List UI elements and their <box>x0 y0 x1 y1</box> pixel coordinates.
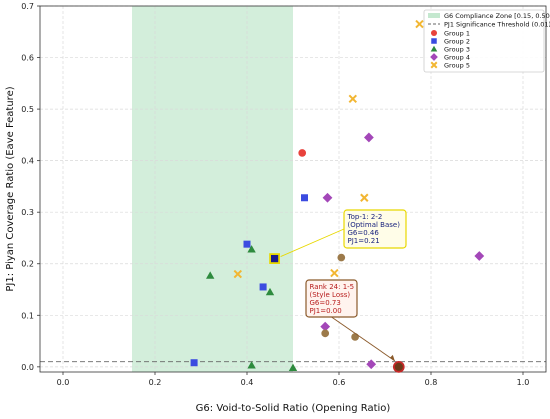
point-group-5 <box>415 19 424 29</box>
compliance-zone <box>132 6 293 372</box>
annotation-arrowhead <box>389 354 395 361</box>
y-tick-label: 0.1 <box>21 311 34 320</box>
y-tick-label: 0.7 <box>21 2 34 11</box>
y-tick-label: 0.4 <box>21 157 34 166</box>
annotation-line: G6=0.73 <box>310 299 341 307</box>
legend: G6 Compliance Zone [0.15, 0.50] PJ1 Sign… <box>423 9 550 73</box>
legend-label-group-5: Group 5 <box>444 62 470 70</box>
y-tick-label: 0.0 <box>21 363 34 372</box>
point-group-3 <box>206 271 215 279</box>
y-axis-label: PJ1: Piyan Coverage Ratio (Eave Feature) <box>5 86 16 291</box>
legend-marker-group-3 <box>430 45 438 52</box>
point-group-2 <box>190 359 198 367</box>
point-group-1 <box>298 149 307 157</box>
point-group-2 <box>301 194 308 202</box>
annotation-line: G6=0.46 <box>348 229 380 237</box>
point-group-2 <box>243 240 251 248</box>
legend-marker-group-2 <box>431 38 437 44</box>
x-tick-label: 0.4 <box>241 378 254 387</box>
legend-label-group-2: Group 2 <box>444 38 470 46</box>
point-group-5 <box>330 268 339 278</box>
highlight-point <box>269 253 281 264</box>
legend-marker-group-4 <box>430 53 438 61</box>
annotation-arrow <box>331 316 396 362</box>
highlight-point <box>392 360 405 373</box>
x-tick-label: 0.2 <box>149 378 162 387</box>
legend-box <box>423 9 545 73</box>
point-group-2 <box>259 283 267 291</box>
point-group-4 <box>322 192 333 203</box>
annotation-box <box>305 279 358 318</box>
legend-marker-group-1 <box>430 29 438 37</box>
legend-label-group-3: Group 3 <box>444 46 470 54</box>
annotation-line: Top-1: 2-2 <box>347 213 383 221</box>
point-group-3 <box>247 361 256 369</box>
annotation-line: PJ1=0.00 <box>310 307 342 315</box>
y-tick-label: 0.6 <box>21 54 34 63</box>
legend-marker-group-5 <box>430 61 438 69</box>
legend-threshold-label: PJ1 Significance Threshold (0.01) <box>444 21 550 29</box>
x-tick-label: 0.8 <box>425 378 438 387</box>
annotation-box <box>343 209 407 249</box>
legend-zone-label: G6 Compliance Zone [0.15, 0.50] <box>444 12 550 20</box>
point-group-4 <box>474 251 485 261</box>
x-axis-label: G6: Void-to-Solid Ratio (Opening Ratio) <box>196 403 391 414</box>
annotation-line: Rank 24: 1-5 <box>310 283 355 291</box>
point-other <box>337 253 346 262</box>
y-tick-label: 0.2 <box>21 260 34 269</box>
point-other <box>321 329 330 338</box>
y-axis-ticks: 0.0 0.1 0.2 0.3 0.4 0.5 0.6 0.7 <box>21 2 40 372</box>
annotation-line: PJ1=0.21 <box>348 237 380 245</box>
point-group-4 <box>320 321 331 332</box>
plot-frame <box>39 5 547 373</box>
x-axis-ticks: 0.0 0.2 0.4 0.6 0.8 1.0 <box>57 372 530 387</box>
data-points <box>190 19 485 373</box>
point-group-3 <box>247 245 256 253</box>
annotation-arrow <box>280 228 345 258</box>
point-group-5 <box>360 193 369 202</box>
point-group-5 <box>348 94 358 103</box>
y-tick-label: 0.3 <box>21 208 34 217</box>
point-other <box>351 333 359 341</box>
y-tick-label: 0.5 <box>21 105 34 114</box>
x-tick-label: 1.0 <box>517 378 530 387</box>
legend-zone-swatch <box>428 13 440 18</box>
x-tick-label: 0.0 <box>57 378 70 387</box>
point-group-3 <box>288 363 298 372</box>
annotation-line: (Style Loss) <box>310 291 351 299</box>
legend-label-group-1: Group 1 <box>444 30 470 38</box>
x-tick-label: 0.6 <box>333 378 346 387</box>
annotation-line: (Optimal Base) <box>348 221 401 229</box>
point-group-3 <box>265 287 275 296</box>
point-group-4 <box>366 359 377 370</box>
legend-label-group-4: Group 4 <box>444 54 470 62</box>
point-group-5 <box>233 269 243 279</box>
point-group-4 <box>364 132 374 143</box>
